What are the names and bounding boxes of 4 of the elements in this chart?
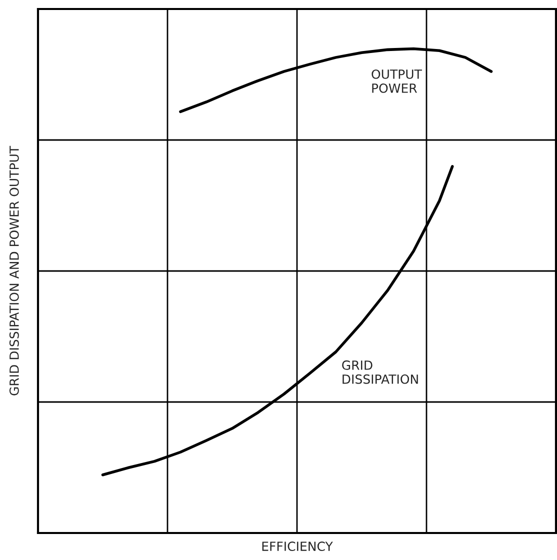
y-axis-title: GRID DISSIPATION AND POWER OUTPUT: [9, 146, 19, 396]
series-label: OUTPUT POWER: [372, 69, 422, 93]
x-axis-title: EFFICIENCY: [262, 542, 333, 552]
series-label: GRID DISSIPATION: [342, 360, 418, 384]
